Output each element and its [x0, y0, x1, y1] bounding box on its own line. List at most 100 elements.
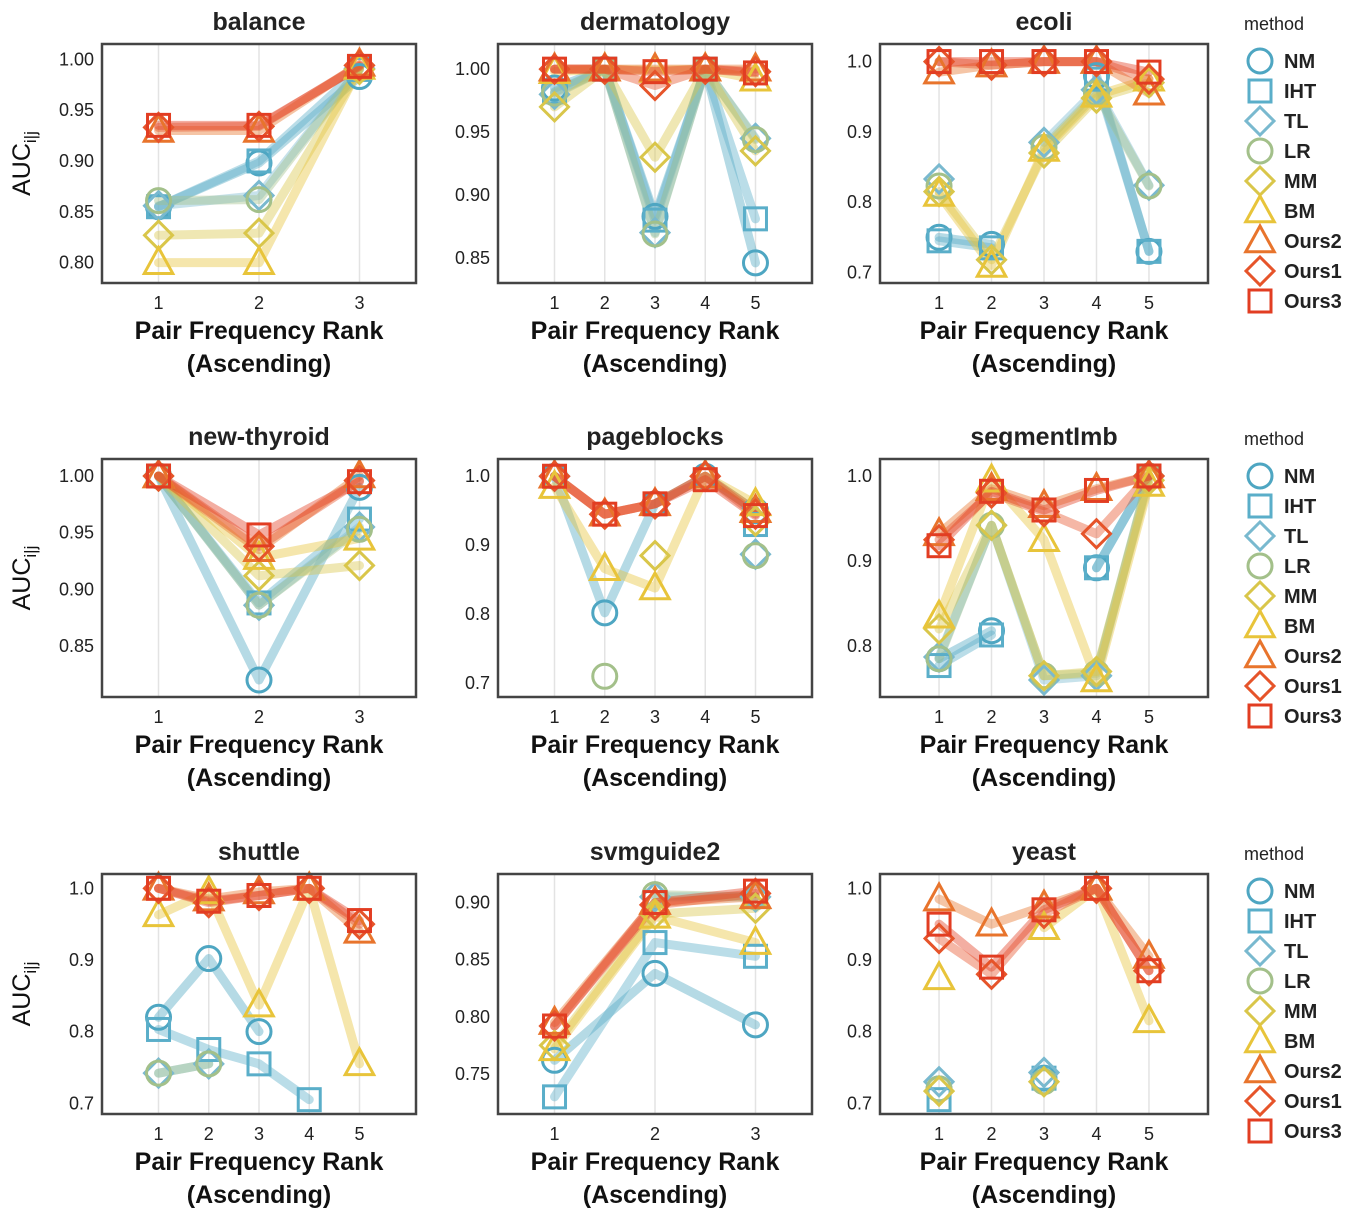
point-BM [1027, 521, 1061, 553]
series-line-Ours1 [934, 471, 1154, 545]
series-line-Ours1 [934, 57, 1154, 84]
legend-label-NM: NM [1284, 881, 1315, 903]
point-Ours1 [689, 53, 722, 86]
xtick-label: 1 [550, 707, 560, 727]
point-Ours1 [538, 53, 571, 86]
series-markers [922, 43, 1166, 278]
legend-marker-BM [1243, 607, 1277, 639]
point-Ours3 [592, 56, 618, 82]
series-line-Ours1 [154, 883, 364, 929]
panel-title: yeast [1012, 838, 1077, 866]
series-line-Ours2 [934, 883, 1154, 961]
series-line-BM [550, 471, 760, 593]
ytick-label: 1.0 [847, 52, 872, 72]
x-axis-label: Pair Frequency Rank [920, 731, 1169, 759]
panel-svmguide2: 0.75 0.80 0.85 0.90 1 2 3 svmguide2 Pair Frequen… [455, 838, 814, 1209]
point-Ours1 [739, 877, 772, 910]
x-axis-label-line2: (Ascending) [187, 764, 331, 792]
plot-frame [878, 42, 1210, 285]
ytick-label: 0.9 [847, 950, 872, 970]
point-MM [739, 504, 772, 538]
xtick-label: 1 [934, 707, 944, 727]
series-lines [550, 471, 760, 618]
legend-marker-MM [1243, 579, 1277, 613]
point-Ours3 [742, 60, 768, 86]
point-Ours3 [692, 56, 718, 82]
point-Ours1 [975, 48, 1008, 82]
legend-label-LR: LR [1284, 556, 1311, 578]
legend-marker-TL [1243, 934, 1277, 968]
plot-frame [100, 42, 418, 285]
series-line-LR [154, 1059, 214, 1078]
ytick-label: 0.7 [847, 262, 872, 282]
panel-title: pageblocks [586, 423, 724, 451]
legend-marker-IHT [1247, 493, 1273, 519]
xtick-label: 3 [354, 707, 364, 727]
xtick-label: 3 [1039, 1124, 1049, 1144]
point-BM [1132, 1002, 1166, 1034]
panel-segmentImb: 0.8 0.9 1.0 1 2 3 4 5 segmentImb Pair Frequency R… [847, 423, 1210, 792]
legend-marker-LR [1246, 552, 1274, 580]
xtick-label: 1 [154, 707, 164, 727]
xtick-label: 5 [750, 707, 760, 727]
ytick-label: 0.8 [465, 604, 490, 624]
ytick-label: 0.90 [59, 151, 94, 171]
legend-label-Ours3: Ours3 [1284, 706, 1342, 728]
legend-label-BM: BM [1284, 616, 1315, 638]
point-Ours3 [146, 875, 172, 901]
legend-marker-Ours2 [1243, 222, 1277, 254]
legend-marker-Ours3 [1247, 703, 1273, 729]
point-TL [922, 1065, 956, 1098]
point-Ours3 [296, 875, 322, 901]
point-Ours1 [1080, 517, 1113, 550]
series-line-Ours2 [934, 471, 1154, 539]
point-Ours3 [146, 463, 172, 489]
legend-label-Ours2: Ours2 [1284, 231, 1342, 253]
point-Ours3 [979, 49, 1005, 75]
ytick-label: 0.8 [847, 1022, 872, 1042]
xtick-label: 5 [1144, 293, 1154, 313]
point-Ours3 [246, 112, 272, 138]
legend-label-Ours1: Ours1 [1284, 261, 1342, 283]
point-MM [638, 141, 672, 174]
ytick-label: 0.85 [455, 950, 490, 970]
point-Ours2 [342, 46, 377, 77]
legend-marker-LR [1246, 967, 1274, 995]
legend-title: method [1244, 429, 1304, 449]
xtick-label: 3 [650, 293, 660, 313]
series-lines [550, 64, 760, 268]
legend-marker-Ours3 [1247, 288, 1273, 314]
point-Ours1 [1080, 45, 1113, 78]
point-Ours3 [542, 463, 568, 489]
series-line-Ours1 [550, 64, 760, 91]
point-BM [738, 485, 773, 517]
ytick-label: 0.8 [847, 192, 872, 212]
point-Ours3 [1083, 49, 1109, 75]
point-BM [1027, 909, 1061, 941]
point-NM [741, 249, 769, 277]
panel-title: balance [212, 8, 305, 36]
point-IHT [979, 622, 1005, 648]
legend-label-Ours2: Ours2 [1284, 1061, 1342, 1083]
ytick-label: 0.7 [465, 673, 490, 693]
legend: method NM IHT TL LR MM BM Ours2 Ours1 Ours3 [1243, 844, 1342, 1144]
plot-frame [496, 872, 814, 1116]
xtick-label: 4 [304, 1124, 314, 1144]
plot-frame [100, 457, 418, 699]
series-lines [934, 471, 1154, 685]
point-Ours2 [688, 458, 723, 489]
point-Ours3 [926, 911, 952, 937]
x-axis-label-line2: (Ascending) [187, 350, 331, 378]
legend-label-IHT: IHT [1284, 81, 1316, 103]
point-Ours3 [1136, 59, 1162, 85]
point-IHT [979, 235, 1005, 261]
series-line-MM [154, 64, 364, 240]
legend-marker-TL [1243, 104, 1277, 138]
point-NM [245, 666, 273, 694]
legend-marker-Ours1 [1243, 1084, 1277, 1118]
legend-marker-IHT [1247, 78, 1273, 104]
plot-frame [878, 457, 1210, 699]
point-Ours1 [1080, 872, 1113, 905]
point-MM [739, 134, 772, 168]
